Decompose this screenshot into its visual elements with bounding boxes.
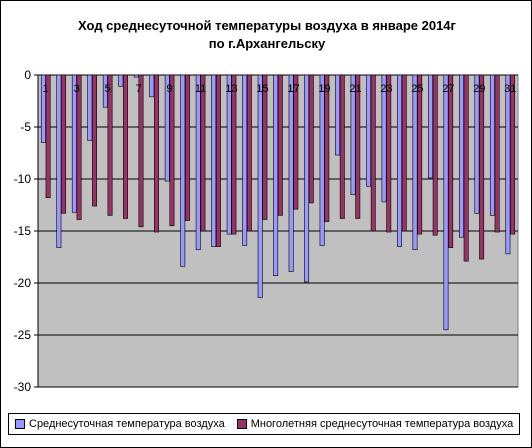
- bar-daily-22: [366, 74, 371, 187]
- bar-normal-19: [324, 74, 330, 222]
- x-tick-label: 9: [167, 83, 173, 95]
- legend-item-daily: Среднесуточная температура воздуха: [15, 418, 225, 430]
- x-tick-label: 13: [225, 83, 237, 95]
- bar-daily-4: [87, 74, 93, 141]
- bar-normal-18: [308, 74, 314, 204]
- legend: Среднесуточная температура воздуха Много…: [8, 413, 520, 435]
- bar-daily-23: [381, 74, 387, 203]
- legend-swatch-daily: [15, 419, 25, 429]
- bar-normal-26: [432, 74, 438, 236]
- bar-daily-27: [443, 74, 449, 331]
- bar-daily-1: [40, 74, 46, 143]
- bar-normal-15: [262, 74, 268, 220]
- bar-daily-6: [118, 74, 124, 87]
- x-tick-label: 29: [473, 83, 485, 95]
- bar-normal-5: [107, 74, 113, 216]
- chart-title-line-1: Ход среднесуточной температуры воздуха в…: [78, 18, 456, 33]
- x-tick-label: 3: [74, 83, 80, 95]
- bar-daily-2: [56, 74, 62, 248]
- bar-normal-7: [138, 74, 144, 228]
- x-tick-label: 21: [349, 83, 361, 95]
- bar-normal-25: [417, 74, 423, 235]
- bar-normal-3: [76, 74, 82, 220]
- bar-daily-7: [133, 74, 139, 78]
- bar-daily-10: [180, 74, 186, 267]
- bar-daily-9: [164, 74, 170, 182]
- x-tick-label: 19: [318, 83, 330, 95]
- y-tick-label: -5: [20, 120, 31, 134]
- x-axis: 1 3 5 7 9 11 13 15 17 19 21 23 25 27 29 31: [43, 83, 517, 95]
- bar-normal-6: [123, 74, 128, 219]
- bar-daily-16: [273, 74, 279, 277]
- bar-daily-12: [211, 74, 217, 247]
- bar-normal-22: [370, 74, 376, 232]
- bar-normal-1: [45, 74, 51, 199]
- bar-normal-27: [448, 74, 454, 248]
- x-tick-label: 17: [287, 83, 299, 95]
- x-tick-label: 1: [43, 83, 49, 95]
- bar-normal-14: [246, 74, 252, 232]
- bar-daily-26: [428, 74, 433, 179]
- x-tick-label: 15: [256, 83, 268, 95]
- bar-daily-17: [288, 74, 294, 272]
- y-axis: 0 -5 -10 -15 -20 -25 -30: [14, 68, 39, 394]
- bar-daily-30: [489, 74, 495, 216]
- y-tick-label: -10: [14, 172, 32, 186]
- bar-daily-14: [242, 74, 248, 246]
- bar-normal-4: [92, 74, 97, 207]
- bar-daily-29: [474, 74, 480, 214]
- bar-normal-8: [154, 74, 159, 233]
- bar-daily-24: [397, 74, 402, 247]
- bar-normal-31: [510, 74, 516, 235]
- bar-daily-18: [304, 74, 310, 283]
- bar-normal-17: [293, 74, 299, 210]
- x-tick-label: 23: [380, 83, 392, 95]
- bar-daily-13: [226, 74, 232, 235]
- bar-normal-23: [386, 74, 392, 233]
- x-tick-label: 27: [442, 83, 454, 95]
- bar-normal-29: [479, 74, 485, 260]
- bar-daily-28: [459, 74, 464, 238]
- bars: [40, 74, 516, 331]
- y-tick-label: -15: [14, 224, 32, 238]
- bar-daily-3: [71, 74, 77, 213]
- x-tick-label: 7: [136, 83, 142, 95]
- bar-normal-24: [401, 74, 407, 232]
- bar-normal-28: [463, 74, 469, 262]
- legend-swatch-normal: [236, 419, 247, 429]
- legend-item-normal: Многолетняя среднесуточная температура в…: [236, 418, 514, 430]
- bar-normal-30: [494, 74, 500, 233]
- bar-daily-19: [319, 74, 325, 246]
- y-tick-label: -25: [14, 328, 32, 342]
- bar-normal-21: [355, 74, 361, 219]
- bar-daily-25: [412, 74, 418, 251]
- bar-normal-13: [231, 74, 237, 235]
- x-tick-label: 25: [411, 83, 423, 95]
- bar-daily-15: [257, 74, 263, 298]
- bar-daily-21: [350, 74, 356, 195]
- y-tick-label: 0: [24, 68, 31, 82]
- chart-title-line-2: по г.Архангельску: [209, 36, 326, 51]
- bar-daily-20: [335, 74, 341, 156]
- bar-daily-11: [195, 74, 201, 251]
- bar-normal-16: [277, 74, 283, 216]
- bar-normal-10: [185, 74, 190, 221]
- y-tick-label: -30: [14, 380, 32, 394]
- legend-label-daily: Среднесуточная температура воздуха: [29, 418, 225, 430]
- x-tick-label: 5: [105, 83, 111, 95]
- x-tick-label: 31: [504, 83, 516, 95]
- bar-normal-11: [200, 74, 206, 232]
- x-tick-label: 11: [195, 83, 206, 95]
- bar-daily-5: [102, 74, 108, 108]
- legend-label-normal: Многолетняя среднесуточная температура в…: [250, 418, 514, 430]
- bar-daily-31: [505, 74, 511, 255]
- bar-daily-8: [149, 74, 155, 98]
- bar-normal-12: [215, 74, 221, 247]
- bar-normal-9: [169, 74, 175, 227]
- y-tick-label: -20: [14, 276, 32, 290]
- bar-normal-2: [61, 74, 67, 214]
- bar-normal-20: [339, 74, 345, 219]
